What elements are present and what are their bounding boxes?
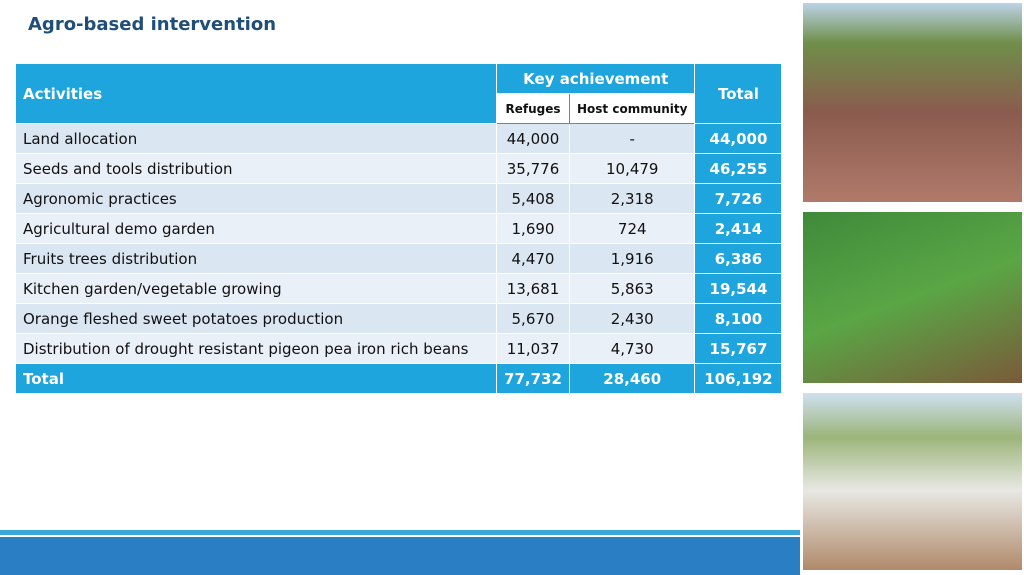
activity-cell: Orange fleshed sweet potatoes production bbox=[15, 303, 497, 334]
activity-cell: Fruits trees distribution bbox=[15, 243, 497, 274]
activity-cell: Total bbox=[15, 363, 497, 394]
value-cell: 2,318 bbox=[568, 183, 696, 214]
table-row: Agricultural demo garden 1,690 724 2,414 bbox=[15, 213, 783, 244]
value-cell: 8,100 bbox=[694, 303, 783, 334]
value-cell: 6,386 bbox=[694, 243, 783, 274]
value-cell: 1,690 bbox=[496, 213, 570, 244]
value-cell: 2,430 bbox=[568, 303, 696, 334]
value-cell: 4,730 bbox=[568, 333, 696, 364]
achievement-table: Activities Key achievement Total Refuges… bbox=[15, 63, 783, 394]
table-row: Orange fleshed sweet potatoes production… bbox=[15, 303, 783, 334]
activity-cell: Land allocation bbox=[15, 123, 497, 154]
photo-garden bbox=[803, 212, 1022, 383]
header-cell: Host community bbox=[568, 93, 696, 124]
activity-cell: Distribution of drought resistant pigeon… bbox=[15, 333, 497, 364]
table-row: Agronomic practices 5,408 2,318 7,726 bbox=[15, 183, 783, 214]
photo-distribution bbox=[803, 393, 1022, 570]
value-cell: 28,460 bbox=[568, 363, 696, 394]
activity-cell: Agricultural demo garden bbox=[15, 213, 497, 244]
value-cell: 5,408 bbox=[496, 183, 570, 214]
header-cell: Activities bbox=[15, 63, 497, 124]
activity-cell: Agronomic practices bbox=[15, 183, 497, 214]
slide-title: Agro-based intervention bbox=[28, 14, 277, 35]
footer-stripe bbox=[0, 530, 800, 535]
table-row: Land allocation 44,000-44,000 bbox=[15, 123, 783, 154]
value-cell: 5,863 bbox=[568, 273, 696, 304]
table-row: Seeds and tools distribution 35,776 10,479… bbox=[15, 153, 783, 184]
table-row: Total 77,732 28,460 106,192 bbox=[15, 363, 783, 394]
value-cell: 44,000 bbox=[694, 123, 783, 154]
footer-bar bbox=[0, 537, 800, 575]
table-row: Distribution of drought resistant pigeon… bbox=[15, 333, 783, 364]
value-cell: 44,000 bbox=[496, 123, 570, 154]
header-cell: Key achievement bbox=[495, 63, 696, 94]
value-cell: 35,776 bbox=[496, 153, 570, 184]
value-cell: 11,037 bbox=[496, 333, 570, 364]
value-cell: 724 bbox=[568, 213, 696, 244]
value-cell: 5,670 bbox=[496, 303, 570, 334]
value-cell: 4,470 bbox=[496, 243, 570, 274]
header-cell: Refuges bbox=[496, 93, 570, 124]
header-cell: Total bbox=[694, 63, 783, 124]
value-cell: 1,916 bbox=[568, 243, 696, 274]
value-cell: 10,479 bbox=[568, 153, 696, 184]
value-cell: 77,732 bbox=[496, 363, 570, 394]
activity-cell: Seeds and tools distribution bbox=[15, 153, 497, 184]
photo-harvest bbox=[803, 3, 1022, 202]
value-cell: 2,414 bbox=[694, 213, 783, 244]
value-cell: 106,192 bbox=[694, 363, 783, 394]
value-cell: 19,544 bbox=[694, 273, 783, 304]
table-row: Fruits trees distribution 4,470 1,916 6,386 bbox=[15, 243, 783, 274]
value-cell: 46,255 bbox=[694, 153, 783, 184]
activity-cell: Kitchen garden/vegetable growing bbox=[15, 273, 497, 304]
value-cell: 15,767 bbox=[694, 333, 783, 364]
table-row: Kitchen garden/vegetable growing 13,681 5,… bbox=[15, 273, 783, 304]
value-cell: 7,726 bbox=[694, 183, 783, 214]
value-cell: 13,681 bbox=[496, 273, 570, 304]
value-cell: - bbox=[568, 123, 696, 154]
